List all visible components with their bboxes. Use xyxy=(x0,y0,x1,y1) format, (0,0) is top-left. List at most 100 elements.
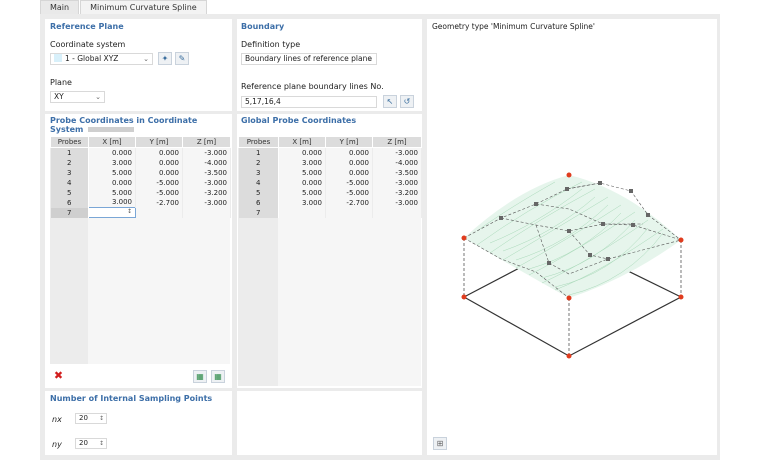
y-cell: -2.700 xyxy=(325,197,373,208)
reference-plane-panel: Reference Plane Coordinate system 1 - Gl… xyxy=(45,19,232,111)
plane-label: Plane xyxy=(50,78,72,87)
ny-label-text: ny xyxy=(52,440,62,449)
z-cell[interactable]: -3.200 xyxy=(182,187,231,198)
color-chip-icon xyxy=(54,54,62,62)
table-row[interactable]: 5 5.000 -5.000 -3.200 xyxy=(50,187,231,198)
table-row: 7 xyxy=(238,207,422,218)
geometry-preview-canvas xyxy=(461,172,684,359)
global-probe-coordinates-panel: Global Probe Coordinates Probes X [m] Y … xyxy=(237,114,422,388)
z-cell[interactable]: -3.000 xyxy=(182,147,231,158)
z-cell[interactable]: -3.500 xyxy=(182,167,231,178)
y-cell[interactable]: -2.700 xyxy=(135,197,183,208)
chevron-down-icon: ⌄ xyxy=(95,93,101,101)
x-cell-editing[interactable]: ↕ xyxy=(88,207,136,218)
x-cell[interactable]: 3.000 xyxy=(88,197,136,208)
z-cell: -3.000 xyxy=(372,147,422,158)
z-cell: -3.200 xyxy=(372,187,422,198)
nx-label: nx xyxy=(52,415,62,424)
import-table-button[interactable]: ▦ xyxy=(193,370,207,383)
export-table-button[interactable]: ▦ xyxy=(211,370,225,383)
table-row[interactable]: 3 5.000 0.000 -3.500 xyxy=(50,167,231,178)
edit-coordinate-system-button[interactable]: ✎ xyxy=(175,52,189,65)
table-top-marker xyxy=(88,127,134,132)
z-cell[interactable]: -3.000 xyxy=(182,177,231,188)
probe-number: 2 xyxy=(50,157,89,168)
spin-icon: ↕ xyxy=(98,415,104,422)
spline-surface xyxy=(464,175,681,298)
nx-label-text: nx xyxy=(52,415,62,424)
probe-number: 5 xyxy=(50,187,89,198)
x-cell[interactable]: 5.000 xyxy=(88,167,136,178)
x-cell: 3.000 xyxy=(278,197,326,208)
probe-number: 7 xyxy=(50,207,89,218)
reverse-lines-button[interactable]: ↺ xyxy=(400,95,414,108)
nx-value: 20 xyxy=(79,414,88,422)
z-cell: -3.000 xyxy=(372,197,422,208)
definition-type-value: Boundary lines of reference plane xyxy=(245,54,372,63)
z-cell[interactable]: -4.000 xyxy=(182,157,231,168)
z-cell[interactable] xyxy=(182,207,231,218)
z-cell: -3.000 xyxy=(372,177,422,188)
y-cell[interactable]: 0.000 xyxy=(135,157,183,168)
probe-number: 4 xyxy=(50,177,89,188)
tab-main[interactable]: Main xyxy=(40,0,80,14)
probe-number: 3 xyxy=(238,167,279,178)
x-cell: 5.000 xyxy=(278,187,326,198)
pick-lines-button[interactable]: ↖ xyxy=(383,95,397,108)
definition-type-label: Definition type xyxy=(241,40,301,49)
y-cell[interactable] xyxy=(135,207,183,218)
delete-row-button[interactable]: ✖ xyxy=(53,369,64,382)
column-header-z: Z [m] xyxy=(372,136,422,148)
tab-minimum-curvature-spline[interactable]: Minimum Curvature Spline xyxy=(80,0,207,14)
boundary-lines-input[interactable]: 5,17,16,4 xyxy=(241,96,377,108)
table-row[interactable]: 1 0.000 0.000 -3.000 xyxy=(50,147,231,158)
x-cell[interactable]: 3.000 xyxy=(88,157,136,168)
x-cell[interactable]: 5.000 xyxy=(88,187,136,198)
x-cell: 0.000 xyxy=(278,177,326,188)
workspace: Reference Plane Coordinate system 1 - Gl… xyxy=(40,14,720,460)
column-header-y: Y [m] xyxy=(135,136,183,148)
x-cell[interactable]: 0.000 xyxy=(88,147,136,158)
y-cell xyxy=(325,207,373,218)
global-probe-coordinates-table: Probes X [m] Y [m] Z [m] 1 0.000 0.000 -3.0… xyxy=(238,136,422,218)
table-row: 2 3.000 0.000 -4.000 xyxy=(238,157,422,168)
view-options-button[interactable]: ⊞ xyxy=(433,437,447,450)
boundary-lines-label: Reference plane boundary lines No. xyxy=(241,82,384,91)
probe-coordinates-table: Probes X [m] Y [m] Z [m] 1 0.000 0.000 -3.0… xyxy=(50,136,231,218)
definition-type-select[interactable]: Boundary lines of reference plane ⌄ xyxy=(241,53,377,65)
x-cell xyxy=(278,207,326,218)
tab-bar: Main Minimum Curvature Spline xyxy=(40,0,208,14)
y-cell[interactable]: -5.000 xyxy=(135,177,183,188)
table-row[interactable]: 6 3.000 -2.700 -3.000 xyxy=(50,197,231,208)
nx-stepper[interactable]: 20 ↕ xyxy=(75,413,107,424)
z-cell xyxy=(372,207,422,218)
z-cell: -4.000 xyxy=(372,157,422,168)
ny-stepper[interactable]: 20 ↕ xyxy=(75,438,107,449)
sampling-points-panel: Number of Internal Sampling Points nx 20… xyxy=(45,391,232,455)
probe-number: 6 xyxy=(238,197,279,208)
spin-icon: ↕ xyxy=(98,440,104,447)
global-probe-coordinates-title: Global Probe Coordinates xyxy=(241,116,357,125)
table-row[interactable]: 7 ↕ xyxy=(50,207,231,218)
y-cell: 0.000 xyxy=(325,157,373,168)
y-cell[interactable]: -5.000 xyxy=(135,187,183,198)
y-cell: -5.000 xyxy=(325,187,373,198)
y-cell[interactable]: 0.000 xyxy=(135,147,183,158)
column-header-x: X [m] xyxy=(278,136,326,148)
plane-value: XY xyxy=(54,92,64,101)
geometry-preview-panel: Geometry type 'Minimum Curvature Spline' xyxy=(427,19,717,455)
y-cell[interactable]: 0.000 xyxy=(135,167,183,178)
plane-select[interactable]: XY ⌄ xyxy=(50,91,105,103)
chevron-down-icon: ⌄ xyxy=(367,55,373,63)
x-cell[interactable]: 0.000 xyxy=(88,177,136,188)
z-cell[interactable]: -3.000 xyxy=(182,197,231,208)
column-header-y: Y [m] xyxy=(325,136,373,148)
table-row[interactable]: 2 3.000 0.000 -4.000 xyxy=(50,157,231,168)
probe-coordinates-title: Probe Coordinates in Coordinate System xyxy=(50,116,198,134)
coordinate-system-select[interactable]: 1 - Global XYZ ⌄ xyxy=(50,53,153,65)
column-header-probes: Probes xyxy=(50,136,89,148)
table-row[interactable]: 4 0.000 -5.000 -3.000 xyxy=(50,177,231,188)
ny-label: ny xyxy=(52,440,62,449)
table-row: 3 5.000 0.000 -3.500 xyxy=(238,167,422,178)
new-coordinate-system-button[interactable]: ✦ xyxy=(158,52,172,65)
